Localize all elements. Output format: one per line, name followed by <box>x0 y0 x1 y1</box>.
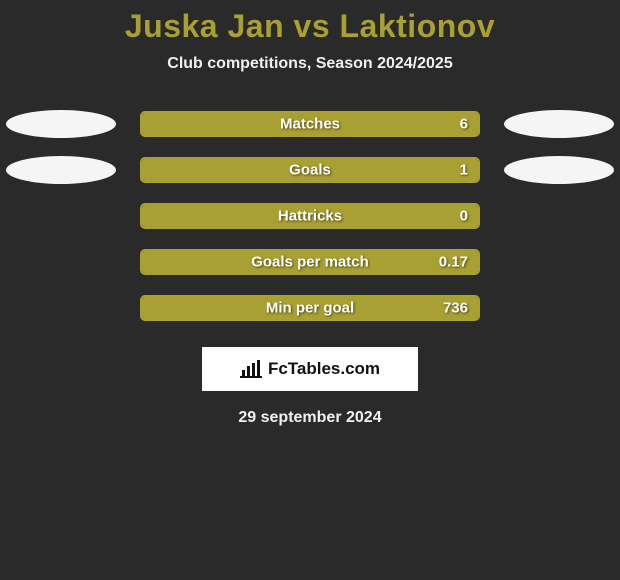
stat-row: Min per goal 736 <box>0 285 620 331</box>
stat-value-right: 6 <box>460 116 468 133</box>
left-value-ellipse <box>6 156 116 184</box>
left-value-ellipse <box>6 110 116 138</box>
stat-value-right: 1 <box>460 162 468 179</box>
page-subtitle: Club competitions, Season 2024/2025 <box>0 55 620 73</box>
stat-label: Goals <box>289 162 331 179</box>
stat-label: Goals per match <box>251 254 369 271</box>
page-title: Juska Jan vs Laktionov <box>0 8 620 45</box>
stat-row: Matches 6 <box>0 101 620 147</box>
chart-icon <box>240 360 262 378</box>
stat-row: Goals 1 <box>0 147 620 193</box>
stat-label: Hattricks <box>278 208 342 225</box>
stats-area: Matches 6 Goals 1 Hattricks 0 <box>0 101 620 331</box>
brand-text: FcTables.com <box>268 359 380 379</box>
stat-row: Goals per match 0.17 <box>0 239 620 285</box>
stat-value-right: 0 <box>460 208 468 225</box>
stat-label: Min per goal <box>266 300 354 317</box>
stat-row: Hattricks 0 <box>0 193 620 239</box>
stat-label: Matches <box>280 116 340 133</box>
stat-bar: Min per goal 736 <box>140 295 480 321</box>
stat-value-right: 0.17 <box>439 254 468 271</box>
stat-bar: Goals 1 <box>140 157 480 183</box>
infographic-container: Juska Jan vs Laktionov Club competitions… <box>0 0 620 427</box>
stat-bar: Goals per match 0.17 <box>140 249 480 275</box>
stat-value-right: 736 <box>443 300 468 317</box>
date-text: 29 september 2024 <box>0 409 620 427</box>
stat-bar: Matches 6 <box>140 111 480 137</box>
right-value-ellipse <box>504 156 614 184</box>
brand-box[interactable]: FcTables.com <box>202 347 418 391</box>
right-value-ellipse <box>504 110 614 138</box>
stat-bar: Hattricks 0 <box>140 203 480 229</box>
